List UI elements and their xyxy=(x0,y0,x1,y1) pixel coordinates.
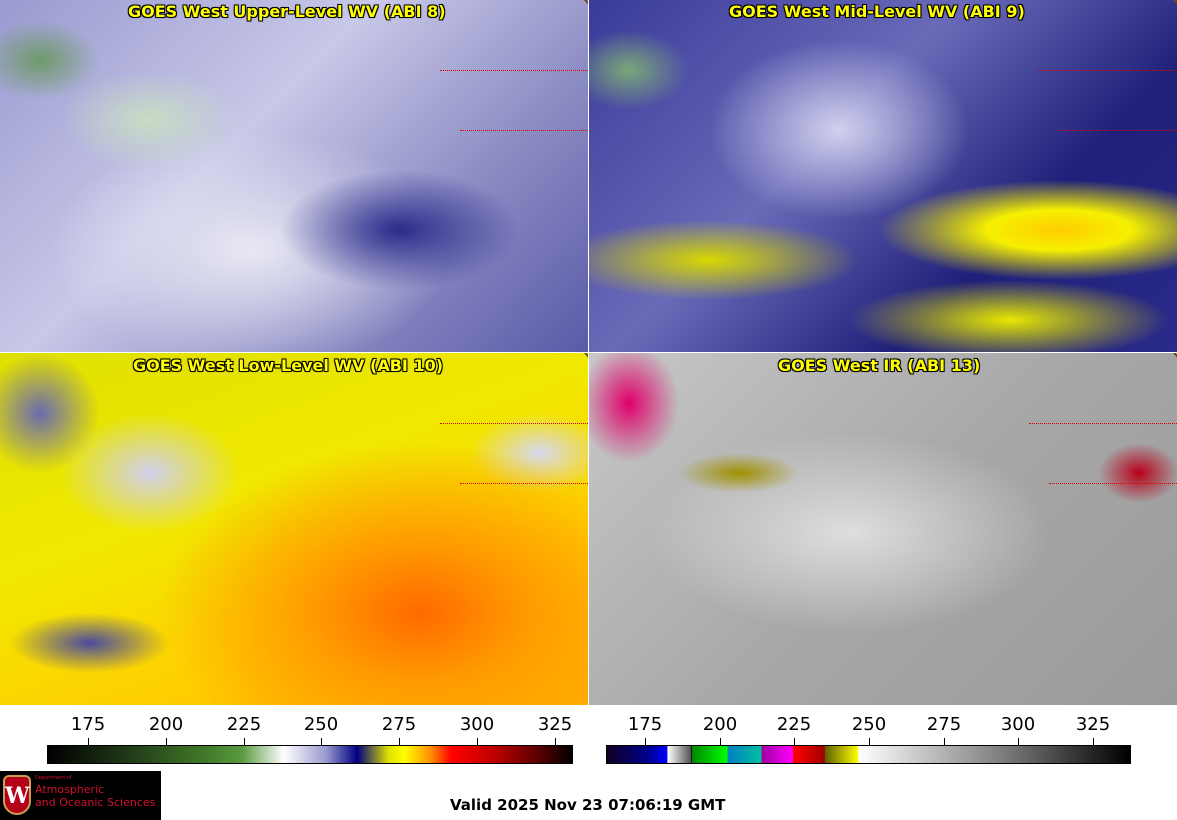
colorbar-tick-label: 250 xyxy=(851,714,887,735)
panel-title: GOES West Upper-Level WV (ABI 8) xyxy=(128,2,446,21)
aos-logo: W Department of Atmospheric and Oceanic … xyxy=(0,771,161,820)
colorbar-tick xyxy=(399,738,400,745)
state-border xyxy=(1039,70,1177,71)
colorbar-tick xyxy=(1093,738,1094,745)
colorbar-tick-label: 275 xyxy=(926,714,962,735)
panel-low-level-wv: GOES West Low-Level WV (ABI 10) xyxy=(0,353,588,705)
panel-title: GOES West IR (ABI 13) xyxy=(778,356,981,375)
state-border xyxy=(1029,423,1177,424)
logo-line2: and Oceanic Sciences xyxy=(35,796,156,809)
panel-title: GOES West Low-Level WV (ABI 10) xyxy=(133,356,444,375)
state-border xyxy=(460,130,588,131)
colorbar-tick-label: 200 xyxy=(148,714,184,735)
colorbar-tick xyxy=(944,738,945,745)
colorbar-tick-label: 325 xyxy=(537,714,573,735)
valid-time: Valid 2025 Nov 23 07:06:19 GMT xyxy=(450,796,726,814)
coastline xyxy=(410,0,588,172)
coastline xyxy=(410,353,588,525)
colorbar-tick xyxy=(244,738,245,745)
panel-mid-level-wv: GOES West Mid-Level WV (ABI 9) xyxy=(589,0,1177,352)
uw-crest-icon: W xyxy=(3,775,31,815)
state-border xyxy=(440,70,588,71)
logo-dept-text: Department of xyxy=(35,775,72,781)
colorbar-tick xyxy=(88,738,89,745)
colorbar-tick-label: 200 xyxy=(702,714,738,735)
colorbar-tick-label: 225 xyxy=(226,714,262,735)
panel-ir: GOES West IR (ABI 13) xyxy=(589,353,1177,705)
colorbar-tick xyxy=(869,738,870,745)
coastline xyxy=(989,353,1177,525)
logo-line1: Atmospheric xyxy=(35,783,105,796)
colorbar-tick xyxy=(720,738,721,745)
colorbar-water-vapor xyxy=(47,745,573,764)
colorbar-tick-label: 225 xyxy=(776,714,812,735)
colorbar-tick-label: 175 xyxy=(627,714,663,735)
coastline xyxy=(1009,0,1177,172)
colorbar-tick-label: 300 xyxy=(459,714,495,735)
colorbar-tick xyxy=(645,738,646,745)
colorbar-tick xyxy=(477,738,478,745)
panel-upper-level-wv: GOES West Upper-Level WV (ABI 8) xyxy=(0,0,588,352)
state-border xyxy=(460,483,588,484)
state-border xyxy=(1059,130,1177,131)
colorbar-infrared xyxy=(606,745,1131,764)
colorbar-tick xyxy=(555,738,556,745)
colorbar-tick xyxy=(1018,738,1019,745)
colorbar-tick xyxy=(794,738,795,745)
state-border xyxy=(440,423,588,424)
state-border xyxy=(1049,483,1177,484)
colorbar-tick xyxy=(321,738,322,745)
colorbar-tick-label: 275 xyxy=(381,714,417,735)
colorbar-tick-label: 250 xyxy=(303,714,339,735)
colorbar-tick-label: 325 xyxy=(1075,714,1111,735)
colorbar-tick-label: 175 xyxy=(70,714,106,735)
colorbar-tick-label: 300 xyxy=(1000,714,1036,735)
panel-title: GOES West Mid-Level WV (ABI 9) xyxy=(729,2,1025,21)
colorbar-tick xyxy=(166,738,167,745)
